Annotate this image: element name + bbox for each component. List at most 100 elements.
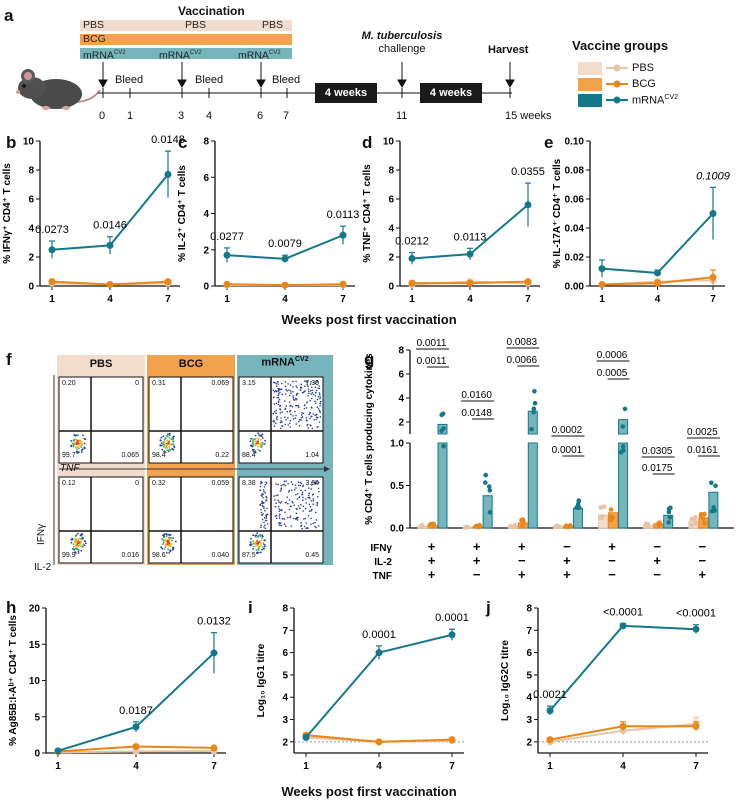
vaccination-title: Vaccination <box>178 4 245 18</box>
flow-event <box>275 412 277 414</box>
flow-event <box>310 510 313 512</box>
flow-event <box>168 432 171 435</box>
y-tick-label: 5 <box>526 670 532 681</box>
combo-sign: + <box>428 553 436 568</box>
flow-event <box>299 484 302 487</box>
flow-event <box>77 552 80 554</box>
flow-event <box>73 540 76 543</box>
panel-label-a: a <box>4 6 14 25</box>
flow-event <box>75 545 77 547</box>
flow-event <box>300 525 302 527</box>
flow-event <box>162 539 165 542</box>
flow-event <box>257 542 260 544</box>
y-tick-label: 8 <box>282 604 288 615</box>
data-point <box>709 508 715 514</box>
flow-event <box>317 426 319 428</box>
flow-event <box>261 443 264 446</box>
flow-event <box>277 390 280 393</box>
flow-event <box>303 390 306 393</box>
flow-event <box>163 441 166 443</box>
flow-event <box>317 496 319 498</box>
flow-event <box>263 490 265 493</box>
flow-event <box>258 540 261 543</box>
flow-event <box>315 413 318 416</box>
flow-event <box>293 399 296 401</box>
flow-event <box>272 381 275 384</box>
flow-event <box>262 496 264 499</box>
row-label: IL-2 <box>374 557 392 568</box>
flow-event <box>294 517 297 520</box>
flow-event <box>278 388 281 390</box>
flow-event <box>280 484 283 487</box>
data-point <box>487 488 493 493</box>
flow-event <box>80 537 82 540</box>
chart-e: 0.00 0.02 0.04 0.06 0.08 0.10 1 4 7 % IL-17A⁺ CD4… <box>552 137 730 306</box>
flow-event <box>288 389 290 391</box>
flow-event <box>260 508 262 511</box>
flow-event <box>255 440 258 443</box>
flow-event <box>278 522 280 525</box>
data-point <box>448 631 456 639</box>
flow-event <box>289 390 292 392</box>
y-tick-label: 0 <box>34 749 40 760</box>
flow-event <box>72 548 74 550</box>
series-line-mrna <box>549 624 697 712</box>
flow-event <box>258 434 261 436</box>
flow-header-pbs: PBS <box>89 358 113 370</box>
flow-event <box>303 518 305 520</box>
flow-event <box>285 405 288 407</box>
flow-event <box>300 383 303 386</box>
data-point <box>532 400 538 406</box>
flow-event <box>171 443 173 446</box>
flow-event <box>281 382 283 385</box>
flow-event <box>76 548 79 551</box>
data-point <box>439 412 444 418</box>
flow-event <box>250 437 253 440</box>
p-value-annotation: 0.0006 <box>597 350 628 361</box>
flow-event <box>83 442 86 445</box>
flow-event <box>170 539 173 542</box>
flow-event <box>299 507 301 509</box>
flow-event <box>251 445 254 448</box>
bar <box>572 507 583 529</box>
flow-event <box>84 540 87 542</box>
flow-event <box>287 502 289 505</box>
flow-event <box>249 541 252 544</box>
flow-event <box>302 499 304 501</box>
flow-event <box>250 444 252 447</box>
flow-event <box>297 481 300 483</box>
flow-event <box>314 400 316 403</box>
flow-event <box>251 448 254 451</box>
y-tick-label: 2 <box>28 253 34 264</box>
flow-event <box>256 437 259 440</box>
flow-event <box>264 524 266 526</box>
flow-event <box>302 505 305 508</box>
flow-event <box>256 532 259 535</box>
flow-event <box>312 498 315 500</box>
flow-event <box>298 425 301 427</box>
data-point <box>302 733 310 741</box>
flow-event <box>295 414 297 417</box>
flow-event <box>263 526 265 528</box>
legend-swatch-bcg <box>578 78 602 91</box>
panel-label-f: f <box>6 350 12 369</box>
x-tick-label: 1 <box>547 761 553 772</box>
flow-event <box>77 442 79 444</box>
flow-event <box>172 440 175 443</box>
flow-event <box>249 544 252 547</box>
flow-event <box>279 412 282 414</box>
flow-event <box>308 392 310 395</box>
data-point <box>667 515 673 520</box>
chart-c: 0 2 4 6 8 1 4 7 % IL-2⁺ CD4⁺ T cells 0.0277 0.0079… <box>177 137 359 306</box>
flow-event <box>261 437 264 439</box>
flow-event <box>76 532 79 535</box>
flow-event <box>296 519 299 521</box>
flow-event <box>280 388 283 390</box>
flow-event <box>286 410 289 413</box>
flow-event <box>252 442 254 444</box>
flow-event <box>283 518 286 520</box>
data-point <box>532 389 537 394</box>
flow-event <box>168 436 171 439</box>
flow-event <box>319 397 321 400</box>
flow-event <box>161 547 164 550</box>
